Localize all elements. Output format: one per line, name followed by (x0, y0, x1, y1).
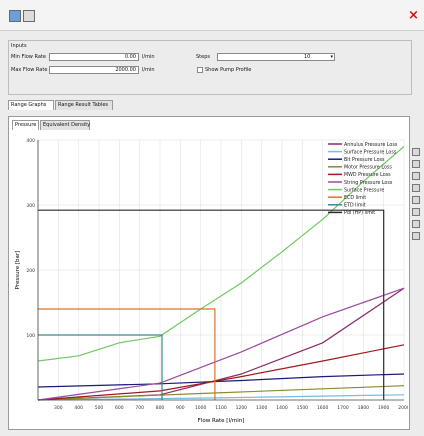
zoom-in-icon[interactable] (412, 148, 420, 156)
x-tick-label: 600 (115, 405, 124, 411)
tab-pressure[interactable]: Pressure (12, 120, 39, 130)
x-tick-label: 1500 (297, 405, 309, 411)
x-axis-label: Flow Rate [l/min] (198, 418, 245, 424)
x-tick-label: 1400 (276, 405, 288, 411)
y-tick-label: 400 (26, 138, 35, 144)
chart-grid (37, 139, 405, 400)
x-tick-label: 800 (156, 405, 165, 411)
tab-equivalent-density[interactable]: Equivalent Density (40, 120, 90, 130)
legend-item: Bit Pressure Loss (344, 157, 385, 163)
max-flow-field[interactable]: 2000.00 (49, 66, 139, 74)
chevron-down-icon: ▾ (330, 54, 333, 60)
y-tick-label: 200 (26, 268, 35, 274)
x-tick-label: 2000 (398, 405, 408, 411)
x-tick-label: 1300 (256, 405, 268, 411)
x-tick-label: 300 (54, 405, 63, 411)
min-flow-unit: l/min (142, 54, 155, 60)
series-line-etd-limit (38, 334, 163, 400)
x-tick-label: 1900 (378, 405, 390, 411)
copy-icon[interactable] (412, 196, 420, 204)
steps-dropdown[interactable]: 10 ▾ (217, 53, 335, 61)
x-tick-label: 1200 (236, 405, 248, 411)
legend-item: MWD Pressure Loss (344, 172, 391, 178)
steps-label: Steps (196, 54, 210, 60)
x-tick-label: 500 (95, 405, 104, 411)
chart-ticks: 300 400 500 600 700 800 900 1000 1100 1200 1300 140… (26, 138, 408, 411)
print-chart-icon[interactable] (412, 208, 420, 216)
legend-item: Surface Pressure Loss (344, 149, 397, 155)
max-flow-unit: l/min (142, 67, 155, 73)
series-line-bit-pressure-loss (37, 373, 405, 388)
min-flow-label: Min Flow Rate (11, 54, 46, 60)
x-tick-label: 1800 (358, 405, 370, 411)
show-pump-profile-label: Show Pump Profile (205, 67, 252, 73)
max-flow-label: Max Flow Rate (11, 67, 48, 73)
x-tick-label: 900 (176, 405, 185, 411)
series-line-motor-pressure-loss (37, 385, 405, 401)
steps-value: 10 (304, 54, 311, 60)
series-line-surface-pressure-loss (37, 394, 405, 401)
x-tick-label: 700 (135, 405, 144, 411)
pressure-chart: 300 400 500 600 700 800 900 1000 1100 1200 1300 140… (15, 138, 408, 424)
legend-item: ECD limit (344, 195, 366, 201)
x-tick-label: 1100 (215, 405, 227, 411)
fit-icon[interactable] (412, 184, 420, 192)
tab-range-graphs[interactable]: Range Graphs (8, 100, 54, 110)
zoom-out-icon[interactable] (412, 160, 420, 168)
x-tick-label: 1600 (317, 405, 329, 411)
series-line-string-pressure-loss (37, 287, 405, 401)
series-line-mwd-pressure-loss (37, 344, 405, 401)
x-tick-label: 1000 (195, 405, 207, 411)
chart-toolbar (411, 148, 422, 244)
y-tick-label: 300 (26, 203, 35, 209)
x-tick-label: 400 (74, 405, 83, 411)
legend-item: String Pressure Loss (344, 180, 393, 186)
settings-icon[interactable] (412, 232, 420, 240)
legend-item: Annulus Pressure Loss (344, 142, 398, 148)
y-axis-label: Pressure [bar] (15, 251, 21, 290)
chart-series (37, 146, 405, 401)
legend-item: Motor Pressure Loss (344, 165, 392, 171)
legend-item: Surface Pressure (344, 187, 384, 193)
print-icon[interactable] (23, 10, 35, 22)
pan-icon[interactable] (412, 172, 420, 180)
tab-range-result-tables[interactable]: Range Result Tables (55, 100, 113, 110)
series-line-surface-pressure (37, 146, 405, 362)
show-pump-profile-checkbox[interactable] (197, 67, 203, 73)
series-line-ecd-limit (38, 308, 216, 400)
legend-item: ETD limit (344, 203, 366, 209)
close-icon[interactable]: × (408, 8, 419, 23)
min-flow-field[interactable]: 0.00 (49, 53, 139, 61)
legend-item: Pdl (HP) limit (344, 210, 375, 216)
title-bar: × (0, 0, 424, 31)
inputs-group: Inputs Min Flow Rate 0.00 l/min Max Flow… (8, 40, 412, 95)
save-icon[interactable] (9, 10, 21, 22)
inputs-group-title: Inputs (11, 43, 27, 49)
export-icon[interactable] (412, 220, 420, 228)
y-tick-label: 100 (26, 333, 35, 339)
series-line-pdl-hp-limit (38, 209, 385, 400)
x-tick-label: 1700 (337, 405, 349, 411)
